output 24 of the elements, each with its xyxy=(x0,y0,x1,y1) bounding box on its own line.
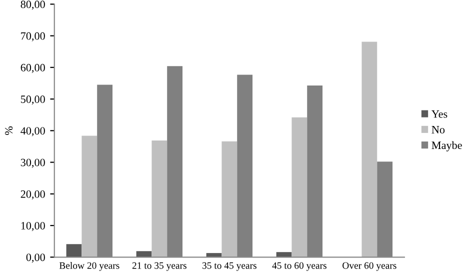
y-tick-label: 60,00 xyxy=(20,64,45,73)
legend-label: Maybe xyxy=(432,141,462,152)
bar xyxy=(66,244,82,258)
legend-label: Yes xyxy=(432,110,448,118)
y-tick-label: 30,00 xyxy=(20,158,45,168)
y-tick-label: 80,00 xyxy=(20,0,45,10)
bar xyxy=(152,140,168,258)
y-tick-label: 10,00 xyxy=(21,222,45,232)
x-tick-label: 45 to 60 years xyxy=(272,262,326,271)
y-tick-label: 20,00 xyxy=(20,190,45,200)
bar xyxy=(292,117,308,258)
bar xyxy=(222,141,238,258)
y-tick-label: 50,00 xyxy=(21,96,45,105)
x-tick-label: 21 to 35 years xyxy=(132,262,186,271)
x-tick-label: 35 to 45 years xyxy=(202,262,256,271)
x-tick-label: Over 60 years xyxy=(342,262,396,271)
y-axis-title: % xyxy=(5,126,13,135)
y-tick-label: 0,00 xyxy=(26,254,45,263)
legend-label: No xyxy=(432,126,445,134)
x-tick-label: Below 20 years xyxy=(59,262,120,271)
bar xyxy=(362,42,378,258)
bar xyxy=(82,136,98,258)
y-tick-label: 40,00 xyxy=(20,127,45,136)
y-tick-label: 70,00 xyxy=(21,32,45,42)
